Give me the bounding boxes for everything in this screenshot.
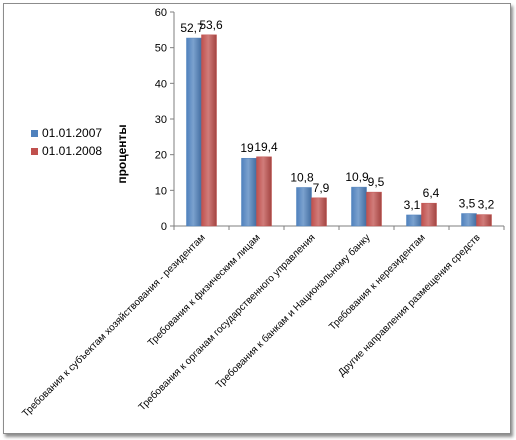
bar-01.01.2007-2 (296, 187, 312, 227)
bar-01.01.2008-2 (311, 197, 327, 227)
bar-01.01.2007-1 (241, 157, 257, 227)
bar-01.01.2008-1 (256, 156, 272, 227)
data-label: 9,5 (368, 175, 385, 189)
legend-item-2008: 01.01.2008 (31, 142, 102, 160)
data-label: 6,4 (423, 186, 440, 200)
bar-01.01.2007-5 (461, 213, 477, 227)
legend: 01.01.2007 01.01.2008 (31, 124, 102, 160)
bar-01.01.2007-3 (351, 186, 367, 227)
data-label: 3,1 (404, 198, 421, 212)
bar-01.01.2008-3 (366, 191, 382, 227)
y-tick-label: 30 (155, 114, 167, 126)
data-label: 52,7 (180, 21, 204, 35)
y-tick-label: 10 (155, 185, 167, 197)
legend-swatch-2007 (31, 129, 38, 137)
y-tick-label: 40 (155, 78, 167, 90)
data-label: 10,8 (290, 170, 314, 184)
y-tick-label: 50 (155, 43, 167, 55)
category-label: Требования к физическим лицам (145, 232, 262, 349)
bar-01.01.2008-4 (421, 202, 437, 227)
data-label: 7,9 (313, 181, 330, 195)
bar-01.01.2008-0 (201, 34, 217, 227)
bar-01.01.2007-0 (186, 37, 202, 227)
y-tick-label: 60 (155, 7, 167, 19)
chart-frame: 01.01.2007 01.01.2008 проценты 0 10 20 30 40… (3, 3, 511, 434)
data-label: 19 (240, 141, 254, 155)
category-label: Требования к субъектам хозяйствования - … (20, 232, 208, 420)
data-label: 3,2 (478, 198, 495, 212)
data-label: 10,9 (345, 170, 369, 184)
legend-swatch-2008 (31, 147, 38, 155)
data-label: 19,4 (254, 140, 278, 154)
legend-item-2007: 01.01.2007 (31, 124, 102, 142)
data-label: 53,6 (199, 18, 223, 32)
bar-01.01.2008-5 (476, 214, 492, 227)
bar-01.01.2007-4 (406, 214, 422, 227)
category-label: Требования к органам государственного уп… (136, 232, 318, 414)
legend-label-2008: 01.01.2008 (42, 144, 103, 158)
y-tick-label: 0 (161, 221, 167, 233)
category-label: Требования к нерезидентам (326, 232, 427, 333)
bar-chart: 0 10 20 30 40 50 60 52,753,6 Требования к субъек… (20, 7, 505, 420)
legend-label-2007: 01.01.2007 (42, 126, 103, 140)
y-tick-label: 20 (155, 150, 167, 162)
data-label: 3,5 (459, 197, 476, 211)
